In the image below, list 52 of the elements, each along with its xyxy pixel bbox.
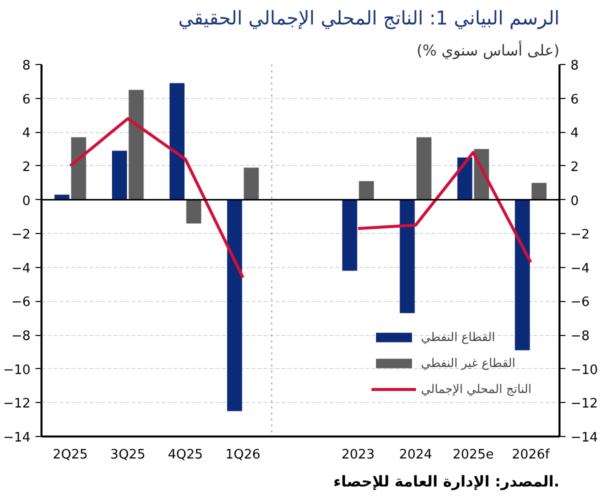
- y2-tick-label: −8: [570, 329, 590, 344]
- chart-subtitle: (% على أساس سنوي): [416, 40, 560, 60]
- y2-tick-label: −6: [570, 295, 590, 310]
- y2-tick-label: −14: [570, 430, 598, 446]
- bar: [400, 200, 415, 314]
- y2-tick-label: −4: [570, 261, 590, 276]
- legend-label: القطاع النفطي: [421, 330, 496, 344]
- y2-tick-label: 4: [570, 126, 579, 142]
- y2-tick-label: 0: [570, 194, 579, 209]
- bar: [416, 137, 432, 200]
- bar: [112, 150, 127, 200]
- y-tick-label: −8: [11, 329, 31, 344]
- y-tick-label: 2: [22, 160, 31, 175]
- y2-tick-label: 8: [570, 58, 579, 74]
- bar: [186, 200, 202, 224]
- bar: [227, 200, 242, 412]
- y2-tick-label: −12: [570, 396, 598, 412]
- chart-title: الرسم البياني 1: الناتج المحلي الإجمالي الحقيقي: [178, 8, 560, 30]
- x-tick-label: 2025e: [452, 448, 494, 462]
- bar: [71, 137, 86, 200]
- bar: [342, 200, 358, 271]
- y-tick-label: −2: [11, 228, 31, 243]
- bar: [457, 158, 472, 200]
- y-tick-label: −12: [3, 396, 31, 412]
- x-tick-label: 4Q25: [168, 448, 203, 462]
- y-tick-label: −4: [11, 261, 31, 276]
- y-tick-label: 4: [22, 126, 31, 142]
- bar: [244, 168, 259, 200]
- x-tick-label: 1Q26: [225, 448, 260, 462]
- y-tick-label: 0: [22, 194, 31, 209]
- bar: [514, 200, 530, 350]
- y2-tick-label: 2: [570, 160, 579, 175]
- x-tick-label: 2026f: [512, 448, 550, 462]
- bar: [170, 83, 185, 200]
- y-tick-label: −14: [3, 430, 31, 446]
- legend-label: القطاع غير النفطي: [421, 356, 516, 370]
- y-tick-label: −6: [11, 295, 31, 310]
- y-tick-label: −10: [3, 362, 31, 378]
- x-tick-label: 2024: [399, 448, 432, 462]
- y-tick-label: 8: [22, 58, 31, 74]
- x-tick-label: 2Q25: [52, 448, 88, 462]
- bar: [532, 182, 547, 200]
- bar: [128, 90, 144, 200]
- x-tick-label: 2023: [342, 448, 375, 462]
- y2-tick-label: 6: [570, 92, 579, 108]
- y-tick-label: 6: [22, 92, 31, 108]
- y2-tick-label: −2: [570, 228, 590, 243]
- legend-label: الناتج المحلي الإجمالي: [421, 382, 532, 396]
- y2-tick-label: −10: [570, 362, 598, 378]
- x-tick-label: 3Q25: [110, 448, 146, 462]
- text: المصدر: الإدارة العامة للإحصاء.: [333, 472, 560, 490]
- bar: [358, 181, 374, 200]
